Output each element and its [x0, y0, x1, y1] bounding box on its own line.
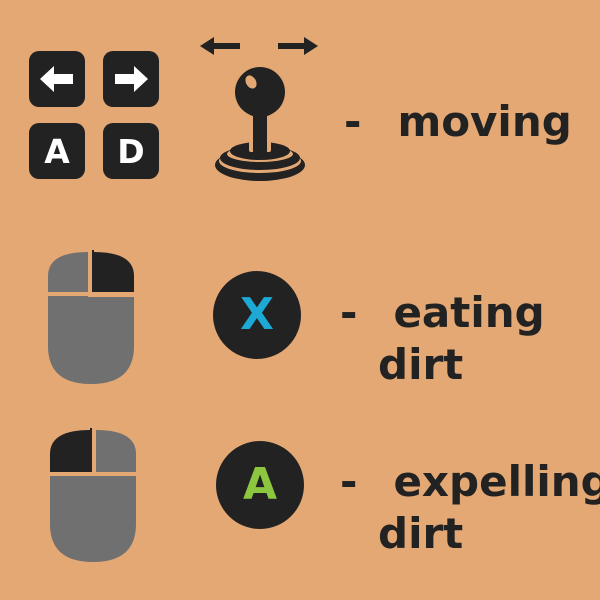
joystick-icon	[200, 37, 318, 181]
arrow-left-icon	[40, 66, 73, 92]
x-button-label: X	[240, 289, 274, 340]
eating-dirt-label: - eating dirt	[340, 287, 545, 391]
a-key-label: A	[44, 131, 70, 171]
right-arrow-key	[103, 51, 159, 107]
expelling-dirt-label: - expelling dirt	[340, 456, 600, 560]
expelling-dirt-text: dirt	[378, 509, 464, 558]
moving-label: - moving	[344, 96, 572, 148]
moving-text: moving	[397, 97, 572, 146]
left-arrow-key	[29, 51, 85, 107]
eating-dirt-text: dirt	[378, 340, 464, 389]
mouse-right-click-icon	[48, 250, 134, 384]
mouse-left-click-icon	[50, 428, 136, 562]
arrow-right-icon	[115, 66, 148, 92]
a-button-label: A	[242, 459, 278, 510]
joystick-left-arrow-icon	[200, 37, 240, 55]
a-key: A	[29, 123, 85, 179]
eating-dash: -	[340, 288, 358, 337]
eating-text: eating	[393, 288, 545, 337]
x-button: X	[213, 271, 301, 359]
joystick-right-arrow-icon	[278, 37, 318, 55]
a-button: A	[216, 441, 304, 529]
d-key: D	[103, 123, 159, 179]
moving-dash: -	[344, 97, 362, 146]
expelling-dash: -	[340, 457, 358, 506]
expelling-text: expelling	[393, 457, 600, 506]
d-key-label: D	[117, 131, 145, 171]
